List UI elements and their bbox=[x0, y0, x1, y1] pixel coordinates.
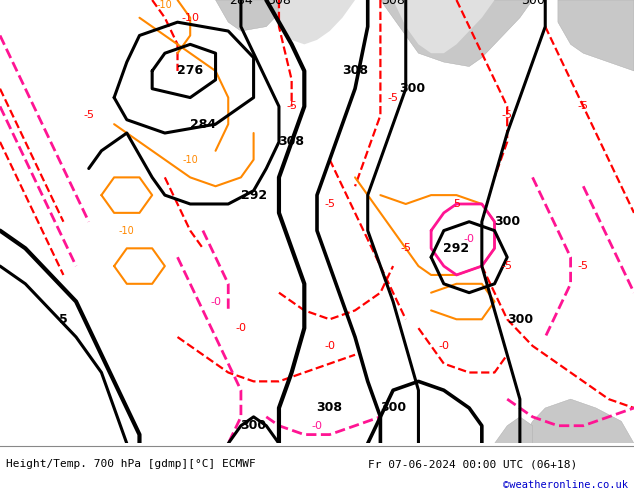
Text: -0: -0 bbox=[311, 421, 323, 431]
Polygon shape bbox=[393, 0, 495, 53]
Text: 5: 5 bbox=[59, 313, 68, 326]
Text: 300: 300 bbox=[521, 0, 545, 6]
Text: -5: -5 bbox=[501, 261, 513, 271]
Text: Height/Temp. 700 hPa [gdmp][°C] ECMWF: Height/Temp. 700 hPa [gdmp][°C] ECMWF bbox=[6, 460, 256, 469]
Text: -10: -10 bbox=[181, 13, 199, 23]
Text: 308: 308 bbox=[342, 65, 368, 77]
Text: 300: 300 bbox=[507, 313, 533, 326]
Text: -5: -5 bbox=[578, 261, 589, 271]
Text: 308: 308 bbox=[381, 0, 405, 6]
Text: -0: -0 bbox=[324, 341, 335, 351]
Text: 292: 292 bbox=[240, 189, 267, 201]
Text: 308: 308 bbox=[278, 135, 305, 148]
Polygon shape bbox=[380, 0, 533, 67]
Text: -5: -5 bbox=[400, 244, 411, 253]
Text: -0: -0 bbox=[463, 234, 475, 245]
Text: -5: -5 bbox=[83, 110, 94, 121]
Text: -10: -10 bbox=[119, 225, 134, 236]
Text: 308: 308 bbox=[316, 401, 343, 415]
Text: -0: -0 bbox=[438, 341, 450, 351]
Text: Fr 07-06-2024 00:00 UTC (06+18): Fr 07-06-2024 00:00 UTC (06+18) bbox=[368, 460, 577, 469]
Text: ©weatheronline.co.uk: ©weatheronline.co.uk bbox=[503, 480, 628, 490]
Polygon shape bbox=[558, 0, 634, 71]
Text: 284: 284 bbox=[229, 0, 253, 6]
Text: -5: -5 bbox=[286, 101, 297, 111]
Text: -0: -0 bbox=[235, 323, 247, 333]
Polygon shape bbox=[520, 399, 634, 443]
Polygon shape bbox=[279, 0, 355, 44]
Text: 308: 308 bbox=[267, 0, 291, 6]
Text: -10: -10 bbox=[183, 155, 198, 165]
Text: -0: -0 bbox=[210, 296, 221, 307]
Text: 292: 292 bbox=[443, 242, 470, 255]
Text: -5: -5 bbox=[324, 199, 335, 209]
Text: 300: 300 bbox=[399, 82, 425, 95]
Polygon shape bbox=[495, 417, 533, 443]
Text: 276: 276 bbox=[177, 65, 204, 77]
Text: 300: 300 bbox=[240, 419, 267, 432]
Polygon shape bbox=[216, 0, 292, 31]
Text: 300: 300 bbox=[494, 215, 521, 228]
Text: -5: -5 bbox=[501, 110, 513, 121]
Text: -5: -5 bbox=[578, 101, 589, 111]
Text: -5: -5 bbox=[387, 93, 399, 102]
Text: -10: -10 bbox=[157, 0, 172, 10]
Text: 300: 300 bbox=[380, 401, 406, 415]
Text: 284: 284 bbox=[190, 118, 216, 131]
Text: 5: 5 bbox=[453, 199, 460, 209]
